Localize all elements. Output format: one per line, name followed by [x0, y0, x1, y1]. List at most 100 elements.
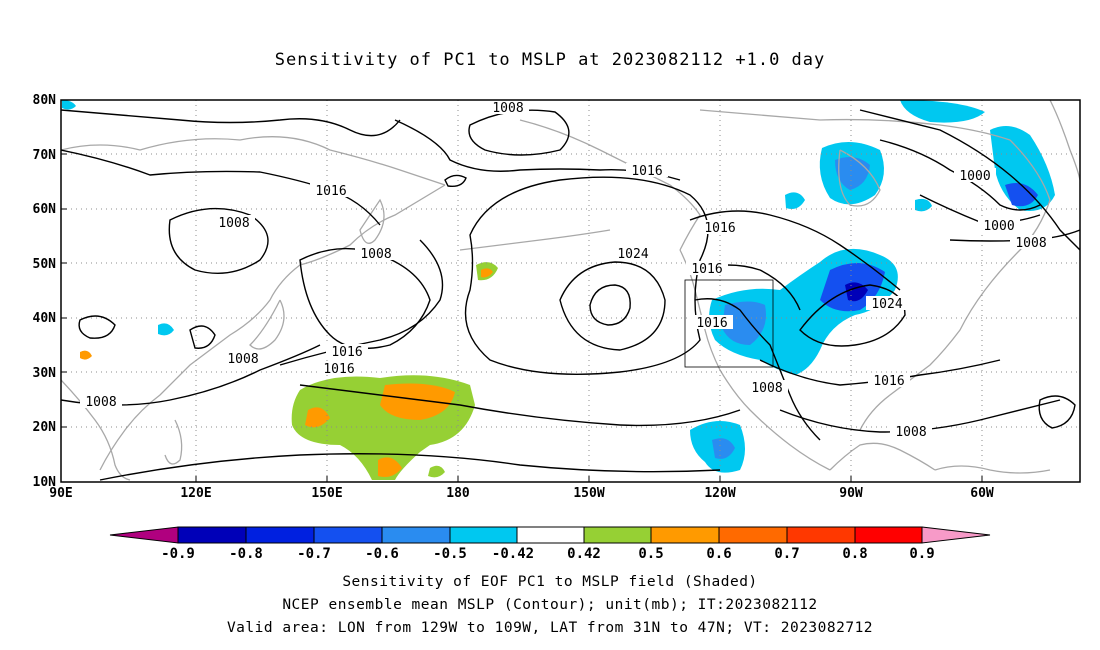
coast-philippines [164, 419, 183, 465]
contour-1008-mid [299, 247, 431, 350]
colorbar-label: 0.7 [774, 546, 799, 562]
lon-labels: 90E 120E 150E 180 150W 120W 90W 60W [49, 486, 994, 501]
lon-label: 60W [970, 486, 994, 501]
colorbar-label: -0.8 [229, 546, 263, 562]
shade-orange-pacific-3 [378, 457, 402, 477]
contour-1016-south [299, 384, 741, 427]
coast-greenland [1049, 100, 1080, 181]
lat-label: 60N [33, 202, 57, 217]
contour-label: 1008 [227, 352, 258, 367]
shade-green-tiny [428, 465, 445, 478]
colorbar-segment [245, 526, 315, 544]
tick-layer [61, 153, 983, 482]
contour-label: 1008 [751, 381, 782, 396]
contour-1016-box [694, 298, 821, 441]
colorbar-segment [854, 526, 923, 544]
colorbar-segment [449, 526, 518, 544]
lat-label: 10N [33, 475, 57, 490]
contour-1016-central [464, 176, 709, 375]
colorbar [109, 526, 991, 544]
colorbar-segment [650, 526, 720, 544]
colorbar-segment [718, 526, 788, 544]
contour-label: 1016 [315, 184, 346, 199]
caption-line-2: NCEP ensemble mean MSLP (Contour); unit(… [282, 597, 818, 613]
contour-label: 1016 [631, 164, 662, 179]
colorbar-segment [786, 526, 856, 544]
shade-cyan-small-1 [785, 192, 805, 209]
colorbar-high-arrow [921, 526, 991, 544]
shade-orange-pacific-2 [305, 407, 330, 428]
colorbar-label: -0.9 [161, 546, 195, 562]
coast-na-east [859, 139, 1051, 431]
contour-layer [61, 109, 1080, 481]
coast-hudson [838, 149, 881, 207]
contour-1016-mid [279, 239, 444, 366]
colorbar-label: -0.42 [492, 546, 534, 562]
coast-gulf [829, 442, 936, 471]
coast-asia-east [99, 184, 446, 471]
colorbar-segment [381, 526, 451, 544]
valid-area-box [684, 279, 774, 368]
shade-cyan-top [900, 100, 985, 123]
contour-1032-central [589, 284, 631, 326]
shade-blue-namerica-1 [722, 301, 766, 345]
colorbar-label: 0.8 [842, 546, 867, 562]
contour-small-loop-4 [189, 325, 216, 349]
colorbar-low-arrow [109, 526, 179, 544]
contour-small-loop-3 [1038, 395, 1076, 429]
colorbar-labels: -0.9 -0.8 -0.7 -0.6 -0.5 -0.42 0.42 0.5 … [161, 546, 935, 562]
colorbar-label: 0.6 [706, 546, 731, 562]
caption-line-3: Valid area: LON from 129W to 109W, LAT f… [226, 620, 874, 636]
contour-1024-east [799, 284, 906, 347]
colorbar-segment [313, 526, 383, 544]
contour-label: 1016 [331, 345, 362, 360]
contour-label: 1024 [871, 297, 902, 312]
colorbar-segment [583, 526, 652, 544]
shade-blue-canada [835, 156, 870, 190]
shade-blue-mexico [712, 438, 735, 459]
lat-label: 70N [33, 148, 57, 163]
shade-cyan-ne [990, 126, 1055, 211]
shade-cyan-small-4 [915, 198, 932, 212]
coast-caribbean [934, 465, 1051, 474]
coast-aleutians [459, 229, 611, 251]
lat-label: 30N [33, 366, 57, 381]
shade-darkblue-namerica [845, 282, 868, 302]
colorbar-label: -0.6 [365, 546, 399, 562]
lon-label: 120E [180, 486, 211, 501]
contour-label: 1008 [492, 101, 523, 116]
contour-1008-west [61, 109, 401, 137]
lon-label: 120W [704, 486, 735, 501]
contour-label: 1008 [218, 216, 249, 231]
coast-kamchatka [359, 198, 385, 244]
coast-canada-arctic [699, 109, 1011, 141]
shade-blue-ne [1005, 182, 1038, 207]
lat-label: 40N [33, 311, 57, 326]
colorbar-label: -0.7 [297, 546, 331, 562]
shade-cyan-small-2 [158, 323, 174, 336]
contour-1024-central [559, 261, 666, 351]
map-frame [60, 99, 1081, 483]
contour-1008-south [99, 453, 721, 481]
contour-small-loop-1 [444, 174, 467, 188]
colorbar-label: -0.5 [433, 546, 467, 562]
contour-label: 1016 [691, 262, 722, 277]
map-title: Sensitivity of PC1 to MSLP at 2023082112… [274, 50, 826, 70]
lon-label: 180 [446, 486, 470, 501]
shade-cyan-small-3 [62, 100, 76, 110]
contour-label: 1016 [696, 316, 727, 331]
contour-label: 1000 [959, 169, 990, 184]
contour-label: 1008 [85, 395, 116, 410]
colorbar-label: 0.42 [567, 546, 601, 562]
contour-label: 1016 [704, 221, 735, 236]
lat-label: 50N [33, 257, 57, 272]
contour-1008-top [468, 109, 570, 156]
lon-label: 150E [311, 486, 342, 501]
shade-orange-tiny [80, 350, 92, 360]
shade-orange-small [481, 268, 493, 278]
coast-asia-north [61, 136, 446, 186]
coast-alaska [519, 119, 701, 251]
colorbar-label: 0.5 [638, 546, 663, 562]
lon-label: 90E [49, 486, 72, 501]
